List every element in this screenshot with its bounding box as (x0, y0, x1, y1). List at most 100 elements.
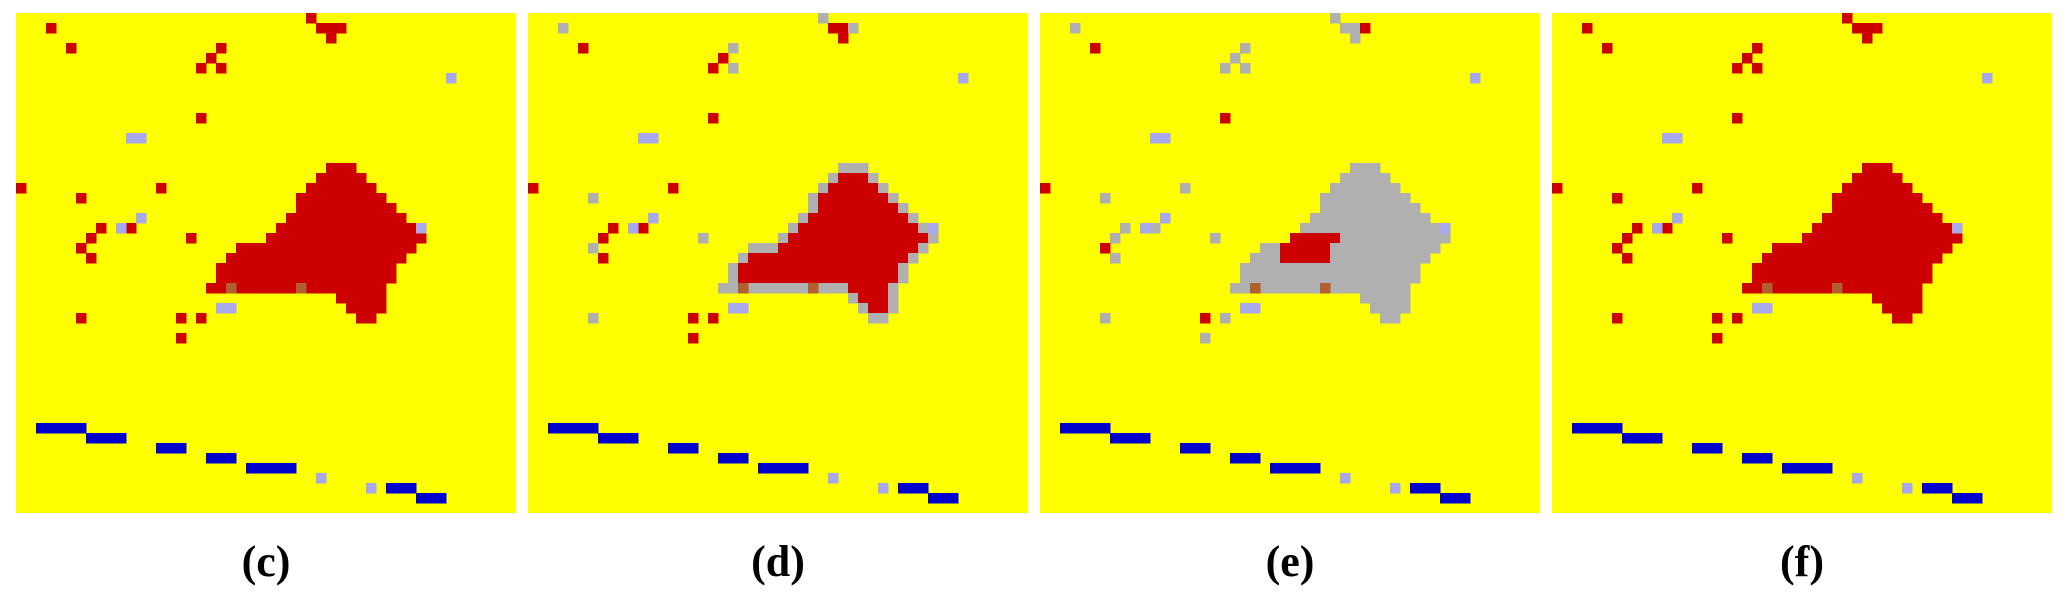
map-cell (848, 193, 859, 204)
map-cell (206, 283, 217, 294)
map-cell (1832, 193, 1843, 204)
map-cell (326, 203, 337, 214)
map-cell (266, 233, 277, 244)
map-cell (336, 203, 347, 214)
map-cell (1390, 253, 1401, 264)
map-cell (436, 493, 447, 504)
map-cell (1752, 273, 1763, 284)
map-cell (868, 193, 879, 204)
map-cell (1400, 283, 1411, 294)
map-cell (1672, 213, 1683, 224)
map-cell (366, 233, 377, 244)
map-cell (326, 213, 337, 224)
map-cell (1732, 63, 1743, 74)
map-cell (868, 233, 879, 244)
map-cell (718, 283, 729, 294)
map-cell (1822, 233, 1833, 244)
map-cell (1290, 273, 1301, 284)
map-cell (638, 133, 649, 144)
map-cell (266, 283, 277, 294)
map-cell (1612, 243, 1623, 254)
map-cell (336, 223, 347, 234)
map-cell (1972, 493, 1983, 504)
map-cell (346, 193, 357, 204)
map-cell (136, 133, 147, 144)
map-cell (1290, 283, 1301, 294)
panel-label: (e) (1266, 537, 1315, 586)
map-cell (1852, 473, 1863, 484)
map-cell (1410, 483, 1421, 494)
map-cell (1320, 263, 1331, 274)
map-cell (286, 263, 297, 274)
map-cell (1922, 273, 1933, 284)
map-cell (1220, 113, 1231, 124)
map-cell (1100, 313, 1111, 324)
map-cell (598, 253, 609, 264)
map-cell (1320, 243, 1331, 254)
map-cell (1410, 213, 1421, 224)
map-cell (1370, 213, 1381, 224)
map-cell (1842, 213, 1853, 224)
map-cell (286, 273, 297, 284)
map-cell (1340, 263, 1351, 274)
map-cell (1370, 303, 1381, 314)
map-cell (376, 253, 387, 264)
map-cell (1952, 233, 1963, 244)
map-cell (1892, 223, 1903, 234)
map-cell (1822, 263, 1833, 274)
map-cell (1912, 283, 1923, 294)
map-cell (1852, 173, 1863, 184)
map-cell (818, 233, 829, 244)
map-cell (808, 203, 819, 214)
map-cell (528, 183, 539, 194)
map-cell (1360, 273, 1371, 284)
map-cell (738, 263, 749, 274)
map-cell (1260, 243, 1271, 254)
map-cell (878, 313, 889, 324)
panel-label: (c) (242, 537, 291, 586)
map-cell (366, 303, 377, 314)
map-cell (828, 283, 839, 294)
map-cell (1822, 253, 1833, 264)
map-cell (868, 313, 879, 324)
map-cell (868, 263, 879, 274)
map-cell (376, 223, 387, 234)
map-cell (1762, 453, 1773, 464)
map-cell (728, 63, 739, 74)
map-cell (1692, 443, 1703, 454)
map-cell (1842, 183, 1853, 194)
map-cell (1902, 483, 1913, 494)
map-cell (838, 213, 849, 224)
map-cell (316, 273, 327, 284)
map-cell (1330, 253, 1341, 264)
map-cell (1752, 43, 1763, 54)
map-cell (316, 193, 327, 204)
map-cell (1872, 173, 1883, 184)
map-cell (1280, 263, 1291, 274)
map-cell (376, 283, 387, 294)
map-cell (1110, 253, 1121, 264)
map-cell (366, 283, 377, 294)
map-cell (708, 113, 719, 124)
map-cell (1872, 213, 1883, 224)
map-cell (1852, 223, 1863, 234)
map-cell (366, 213, 377, 224)
map-cell (356, 233, 367, 244)
map-cell (1862, 243, 1873, 254)
map-cell (206, 53, 217, 64)
map-cell (1410, 243, 1421, 254)
map-cell (1552, 183, 1563, 194)
map-cell (858, 263, 869, 274)
map-cell (1872, 23, 1883, 34)
map-cell (306, 223, 317, 234)
map-cell (1662, 223, 1673, 234)
map-cell (918, 223, 929, 234)
map-cell (1120, 433, 1131, 444)
map-cell (346, 253, 357, 264)
map-cell (1802, 283, 1813, 294)
map-cell (326, 283, 337, 294)
map-cell (1430, 483, 1441, 494)
map-cell (1320, 193, 1331, 204)
map-cell (898, 273, 909, 284)
map-cell (858, 163, 869, 174)
